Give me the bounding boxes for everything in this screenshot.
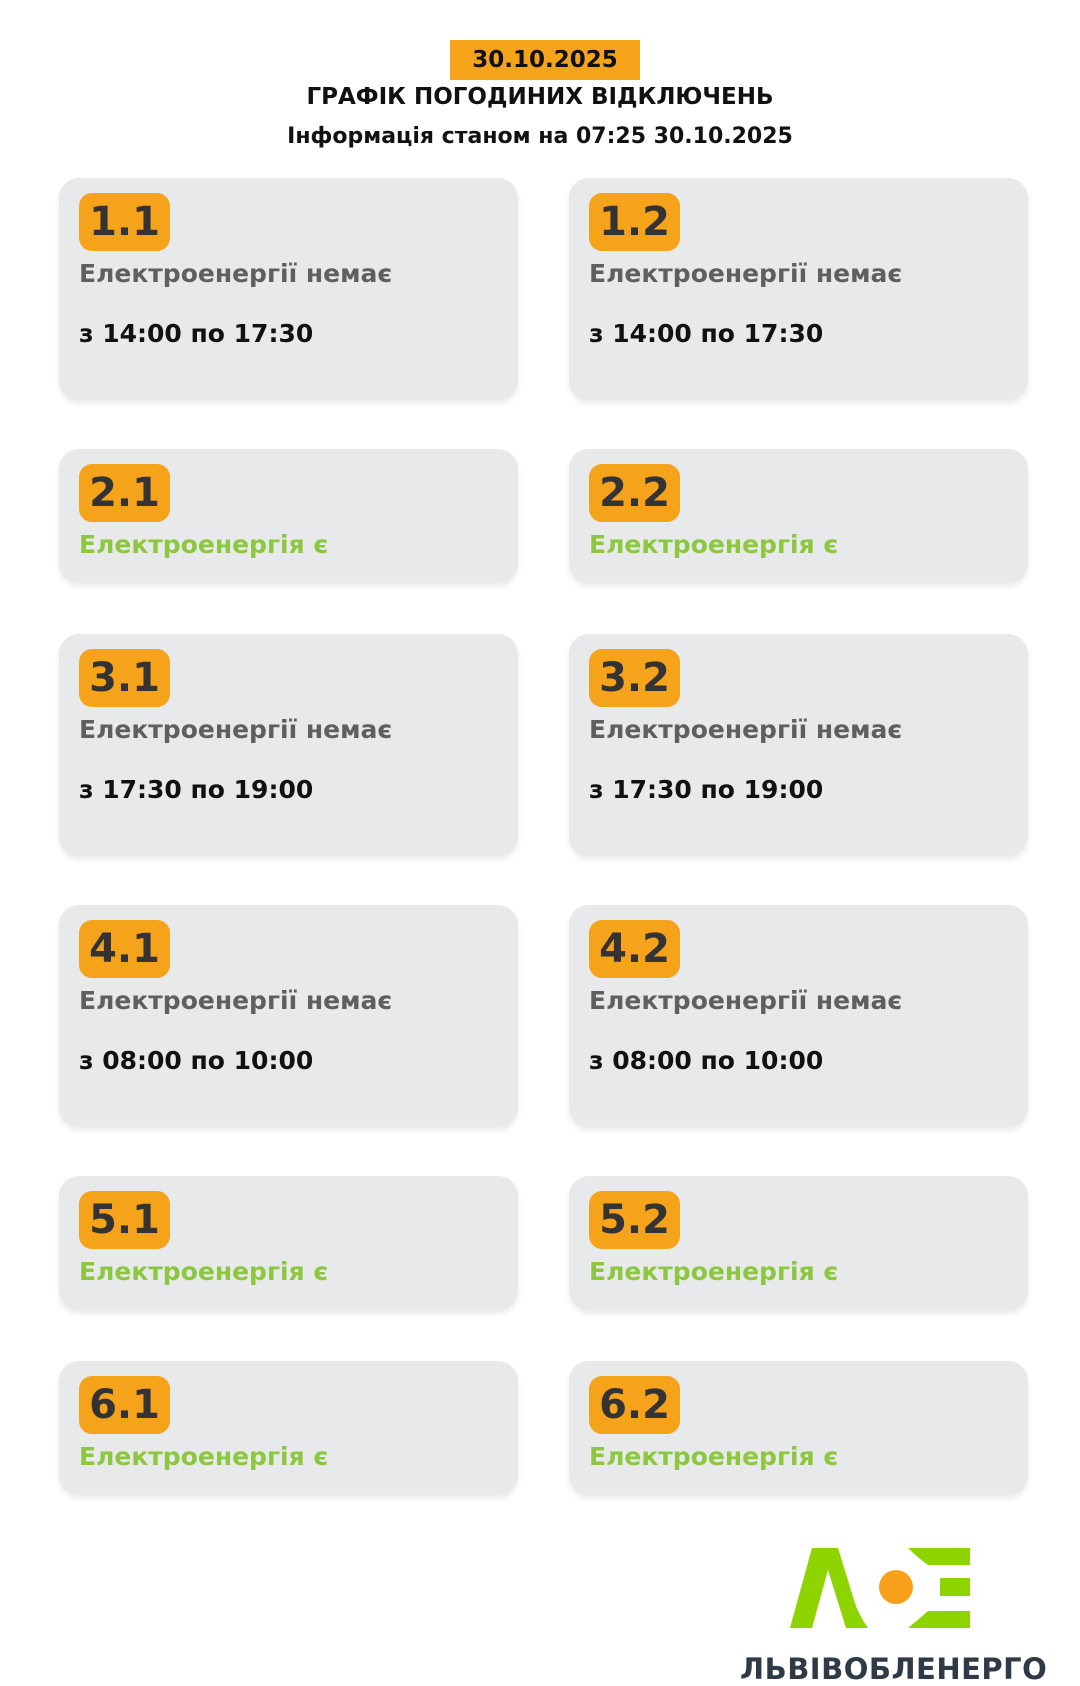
group-card: 2.2 Електроенергія є <box>569 449 1028 583</box>
power-status: Електроенергія є <box>79 530 329 559</box>
group-number-badge: 6.2 <box>589 1376 680 1434</box>
group-card: 3.2 Електроенергії немає з 17:30 по 19:00 <box>569 634 1028 856</box>
group-card: 3.1 Електроенергії немає з 17:30 по 19:00 <box>59 634 518 856</box>
group-number-badge: 2.1 <box>79 464 170 522</box>
outage-time: з 14:00 по 17:30 <box>79 319 314 348</box>
outage-time: з 17:30 по 19:00 <box>79 775 314 804</box>
group-number-badge: 4.2 <box>589 920 680 978</box>
logo-letter-e <box>908 1548 970 1628</box>
group-card: 1.1 Електроенергії немає з 14:00 по 17:30 <box>59 178 518 400</box>
outage-time: з 14:00 по 17:30 <box>589 319 824 348</box>
power-status: Електроенергії немає <box>79 259 393 288</box>
power-status: Електроенергії немає <box>589 986 903 1015</box>
outage-time: з 17:30 по 19:00 <box>589 775 824 804</box>
power-status: Електроенергія є <box>79 1257 329 1286</box>
logo-letter-l <box>790 1548 868 1628</box>
group-number-badge: 4.1 <box>79 920 170 978</box>
power-status: Електроенергії немає <box>79 715 393 744</box>
group-card: 1.2 Електроенергії немає з 14:00 по 17:30 <box>569 178 1028 400</box>
loe-logo <box>790 1548 970 1628</box>
power-status: Електроенергія є <box>79 1442 329 1471</box>
power-status: Електроенергія є <box>589 530 839 559</box>
group-number-badge: 5.2 <box>589 1191 680 1249</box>
group-card: 6.1 Електроенергія є <box>59 1361 518 1495</box>
group-number-badge: 2.2 <box>589 464 680 522</box>
group-card: 6.2 Електроенергія є <box>569 1361 1028 1495</box>
group-card: 4.2 Електроенергії немає з 08:00 по 10:00 <box>569 905 1028 1127</box>
group-card: 4.1 Електроенергії немає з 08:00 по 10:00 <box>59 905 518 1127</box>
logo-orange-dot <box>879 1570 913 1604</box>
group-number-badge: 6.1 <box>79 1376 170 1434</box>
group-number-badge: 1.1 <box>79 193 170 251</box>
power-status: Електроенергія є <box>589 1442 839 1471</box>
power-status: Електроенергії немає <box>79 986 393 1015</box>
group-number-badge: 5.1 <box>79 1191 170 1249</box>
group-card: 5.1 Електроенергія є <box>59 1176 518 1310</box>
power-status: Електроенергія є <box>589 1257 839 1286</box>
brand-name: ЛЬВІВОБЛЕНЕРГО <box>740 1652 1048 1686</box>
page-subtitle: Інформація станом на 07:25 30.10.2025 <box>287 124 793 149</box>
date-badge: 30.10.2025 <box>450 40 640 80</box>
outage-time: з 08:00 по 10:00 <box>589 1046 824 1075</box>
group-card: 5.2 Електроенергія є <box>569 1176 1028 1310</box>
group-card: 2.1 Електроенергія є <box>59 449 518 583</box>
group-number-badge: 1.2 <box>589 193 680 251</box>
power-status: Електроенергії немає <box>589 715 903 744</box>
group-number-badge: 3.2 <box>589 649 680 707</box>
group-number-badge: 3.1 <box>79 649 170 707</box>
outage-time: з 08:00 по 10:00 <box>79 1046 314 1075</box>
page-title: ГРАФІК ПОГОДИНИХ ВІДКЛЮЧЕНЬ <box>306 84 774 110</box>
power-status: Електроенергії немає <box>589 259 903 288</box>
